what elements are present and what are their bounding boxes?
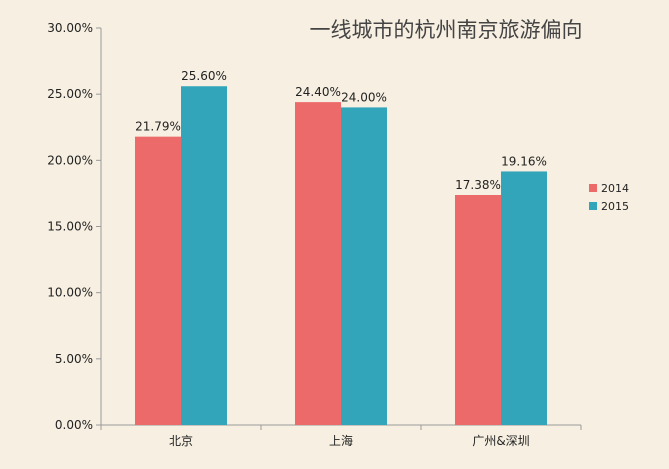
x-tick-label: 广州&深圳 (472, 434, 529, 448)
bar-2014-1 (295, 102, 341, 426)
y-tick-label: 0.00% (55, 418, 93, 432)
bar-2015-2 (501, 171, 547, 425)
y-tick-label: 15.00% (47, 220, 93, 234)
y-tick-label: 30.00% (47, 21, 93, 35)
bar-2014-2 (455, 195, 501, 425)
data-label: 24.40% (295, 85, 341, 99)
data-label: 25.60% (181, 69, 227, 83)
bar-2015-0 (181, 86, 227, 425)
legend-label: 2015 (601, 200, 629, 213)
x-tick-label: 北京 (169, 434, 193, 448)
y-tick-label: 20.00% (47, 153, 93, 167)
legend-label: 2014 (601, 182, 629, 195)
data-label: 21.79% (135, 120, 181, 134)
chart-title: 一线城市的杭州南京旅游偏向 (309, 18, 583, 42)
data-label: 24.00% (341, 90, 387, 104)
data-label: 19.16% (501, 154, 547, 168)
data-label: 17.38% (455, 178, 501, 192)
x-tick-label: 上海 (329, 433, 353, 448)
legend-swatch-2014 (589, 184, 597, 192)
y-tick-label: 5.00% (55, 352, 93, 366)
bar-2015-1 (341, 107, 387, 426)
bar-2014-0 (135, 136, 181, 425)
y-tick-label: 10.00% (47, 286, 93, 300)
legend-swatch-2015 (589, 202, 597, 210)
y-tick-label: 25.00% (47, 87, 93, 101)
